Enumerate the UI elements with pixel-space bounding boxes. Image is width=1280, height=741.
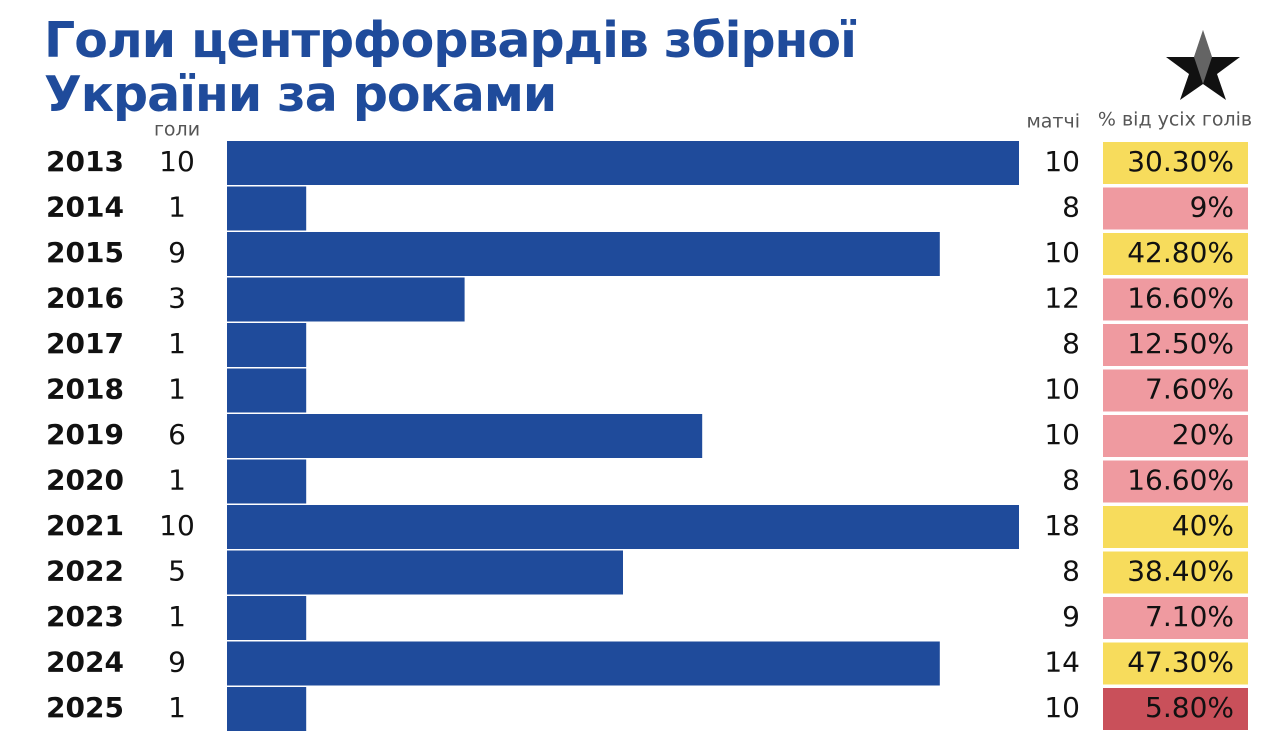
matches-label: 8 [1062, 327, 1080, 360]
share-label: 5.80% [1145, 691, 1234, 724]
share-cell [1103, 142, 1248, 184]
share-cell [1103, 551, 1248, 594]
goals-label: 1 [168, 191, 186, 224]
chart-title: Голи центрфорвардів збірної України за р… [44, 12, 857, 123]
bar [227, 323, 307, 367]
bar [227, 232, 940, 276]
matches-label: 10 [1044, 373, 1080, 406]
share-cell [1103, 324, 1248, 366]
bar [227, 186, 307, 231]
matches-label: 8 [1062, 464, 1080, 497]
year-label: 2014 [46, 191, 124, 224]
matches-label: 8 [1062, 555, 1080, 588]
goals-label: 1 [168, 600, 186, 633]
matches-label: 9 [1062, 600, 1080, 633]
share-cell [1103, 597, 1248, 639]
share-label: 47.30% [1127, 646, 1234, 679]
share-label: 40% [1172, 509, 1234, 542]
year-label: 2023 [46, 600, 124, 633]
logo-star [1166, 30, 1240, 100]
year-label: 2020 [46, 464, 124, 497]
share-cell [1103, 415, 1248, 457]
year-label: 2017 [46, 327, 124, 360]
goals-header: голи [154, 119, 200, 141]
share-cell [1103, 642, 1248, 685]
share-label: 16.60% [1127, 464, 1234, 497]
matches-label: 12 [1044, 282, 1080, 315]
bar [227, 459, 307, 504]
share-label: 12.50% [1127, 327, 1234, 360]
bar [227, 368, 307, 413]
bar [227, 641, 940, 686]
goals-label: 1 [168, 373, 186, 406]
year-label: 2025 [46, 691, 124, 724]
year-label: 2024 [46, 646, 124, 679]
matches-label: 14 [1044, 646, 1080, 679]
bar [227, 414, 703, 458]
bar [227, 596, 307, 640]
matches-label: 8 [1062, 191, 1080, 224]
share-label: 9% [1190, 191, 1234, 224]
goals-label: 5 [168, 555, 186, 588]
share-cell [1103, 688, 1248, 730]
share-cell [1103, 187, 1248, 230]
share-cell [1103, 460, 1248, 503]
goals-label: 6 [168, 418, 186, 451]
share-label: 20% [1172, 418, 1234, 451]
share-label: 16.60% [1127, 282, 1234, 315]
goals-label: 9 [168, 236, 186, 269]
matches-label: 10 [1044, 691, 1080, 724]
bar [227, 687, 307, 731]
bar [227, 141, 1019, 185]
share-label: 7.10% [1145, 600, 1234, 633]
share-cell [1103, 506, 1248, 548]
matches-label: 18 [1044, 509, 1080, 542]
share-cell [1103, 278, 1248, 321]
share-header: % від усіх голів [1098, 109, 1252, 131]
share-label: 7.60% [1145, 373, 1234, 406]
bar [227, 277, 465, 322]
year-label: 2016 [46, 282, 124, 315]
logo-star-highlight [1194, 30, 1212, 84]
share-label: 30.30% [1127, 145, 1234, 178]
bar [227, 550, 623, 595]
goals-label: 10 [159, 145, 195, 178]
year-label: 2015 [46, 236, 124, 269]
goals-label: 1 [168, 691, 186, 724]
goals-label: 3 [168, 282, 186, 315]
goals-label: 10 [159, 509, 195, 542]
share-label: 38.40% [1127, 555, 1234, 588]
year-label: 2019 [46, 418, 124, 451]
share-label: 42.80% [1127, 236, 1234, 269]
goals-label: 9 [168, 646, 186, 679]
matches-label: 10 [1044, 145, 1080, 178]
share-cell [1103, 233, 1248, 275]
goals-label: 1 [168, 327, 186, 360]
matches-label: 10 [1044, 236, 1080, 269]
year-label: 2018 [46, 373, 124, 406]
goals-label: 1 [168, 464, 186, 497]
matches-header: матчі [1026, 111, 1080, 133]
share-cell [1103, 369, 1248, 412]
year-label: 2021 [46, 509, 124, 542]
bar [227, 505, 1019, 549]
year-label: 2022 [46, 555, 124, 588]
year-label: 2013 [46, 145, 124, 178]
matches-label: 10 [1044, 418, 1080, 451]
